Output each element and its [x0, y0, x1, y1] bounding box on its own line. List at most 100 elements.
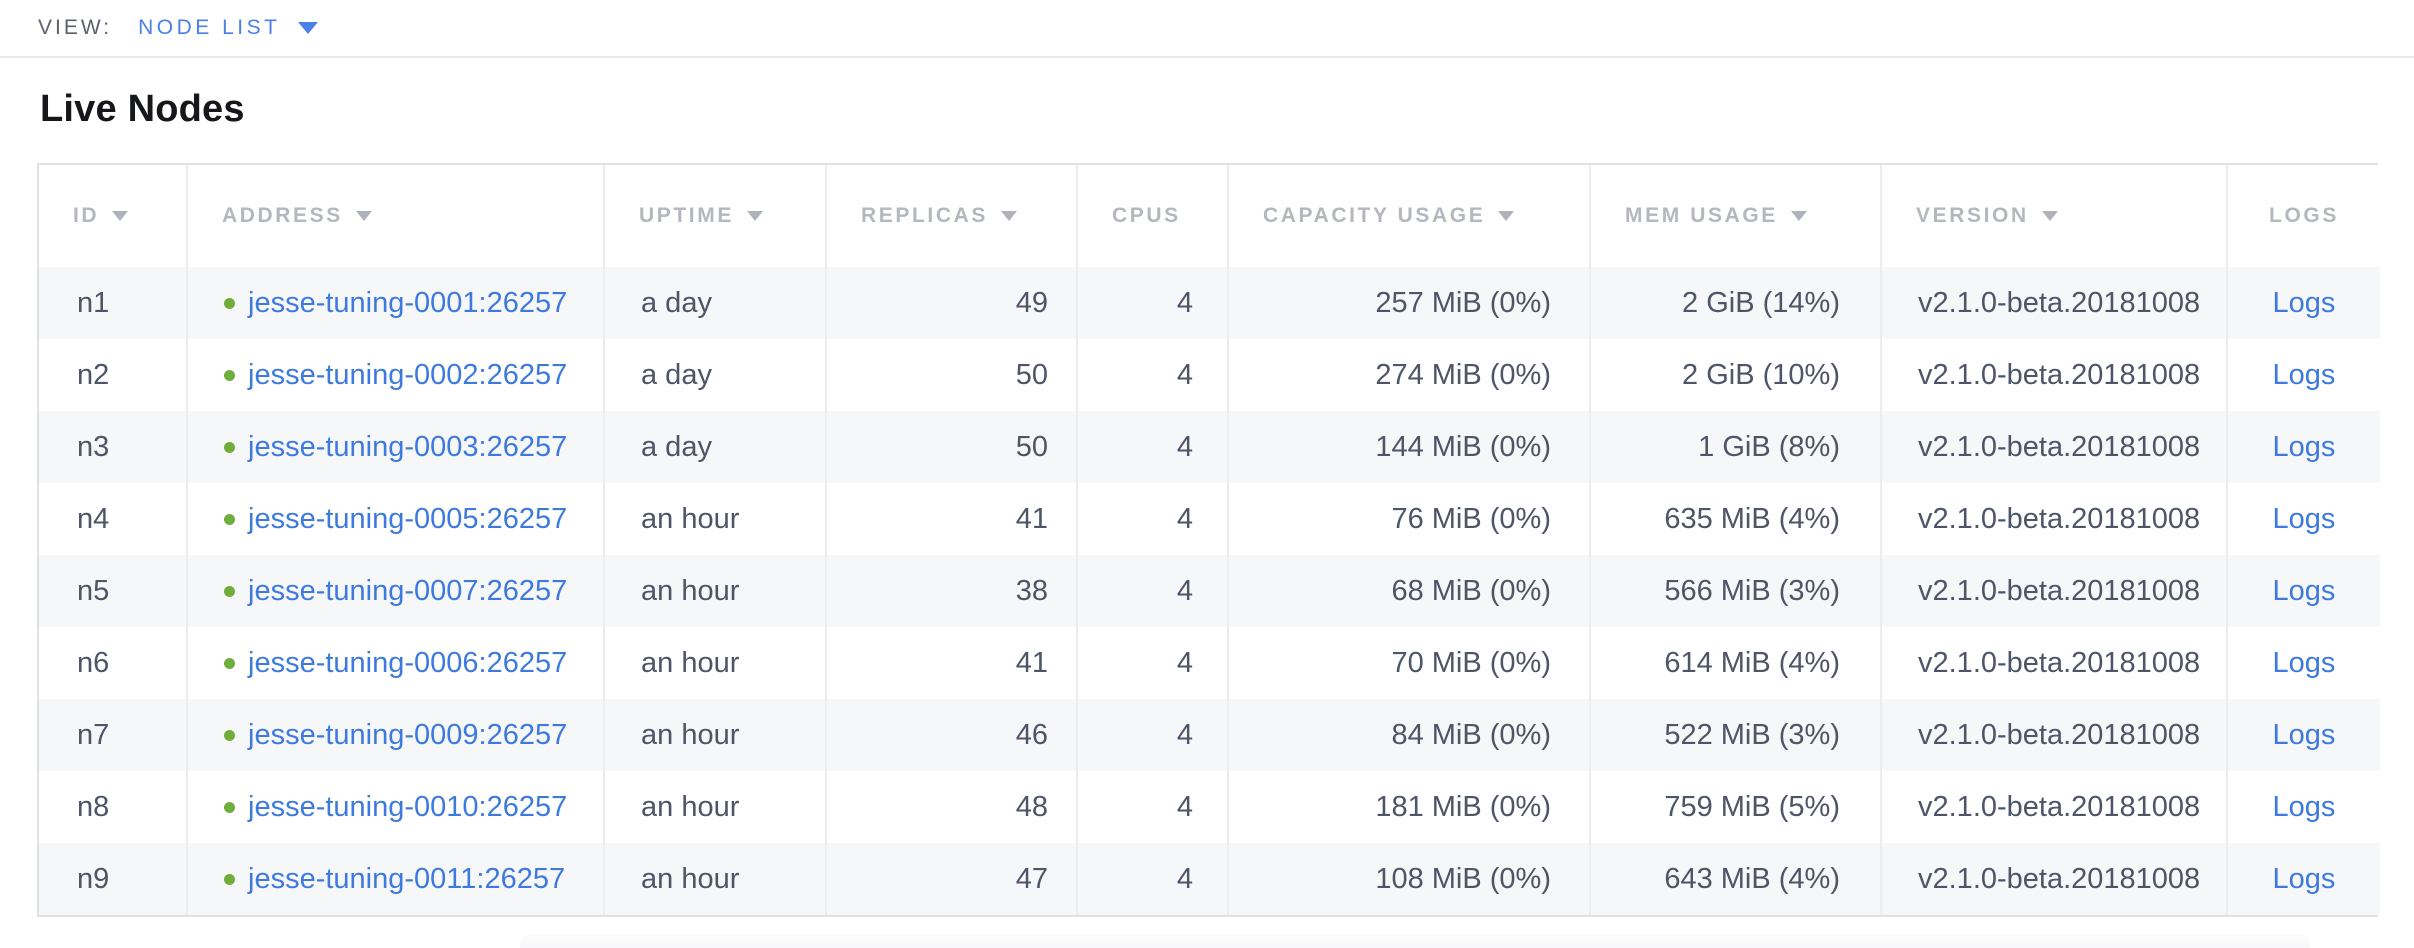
- version-cell: v2.1.0-beta.20181008: [1880, 411, 2226, 483]
- node-healthy-icon: [224, 585, 235, 597]
- column-header-id[interactable]: ID: [39, 165, 186, 267]
- version-cell: v2.1.0-beta.20181008: [1880, 699, 2226, 771]
- node-address-link[interactable]: jesse-tuning-0010:26257: [248, 790, 568, 823]
- replicas-cell: 48: [825, 771, 1076, 843]
- sort-desc-icon: [1498, 211, 1515, 221]
- node-healthy-icon: [224, 513, 235, 525]
- cpus-cell: 4: [1076, 483, 1227, 555]
- sort-desc-icon: [1000, 211, 1017, 221]
- replicas-cell: 50: [825, 411, 1076, 483]
- node-healthy-icon: [224, 657, 235, 669]
- mem_usage-cell: 566 MiB (3%): [1589, 555, 1880, 627]
- address-cell: jesse-tuning-0010:26257: [186, 771, 603, 843]
- address-cell: jesse-tuning-0005:26257: [186, 483, 603, 555]
- column-header-replicas[interactable]: REPLICAS: [825, 165, 1076, 267]
- sort-desc-icon: [746, 211, 763, 221]
- replicas-cell: 41: [825, 483, 1076, 555]
- node-address-link[interactable]: jesse-tuning-0007:26257: [248, 574, 568, 607]
- id-cell: n9: [39, 843, 186, 915]
- column-header-capacity_usage[interactable]: CAPACITY USAGE: [1227, 165, 1589, 267]
- id-cell: n6: [39, 627, 186, 699]
- id-cell: n1: [39, 267, 186, 339]
- node-address-link[interactable]: jesse-tuning-0005:26257: [248, 502, 568, 535]
- uptime-cell: a day: [603, 267, 825, 339]
- version-cell: v2.1.0-beta.20181008: [1880, 843, 2226, 915]
- id-cell: n3: [39, 411, 186, 483]
- cpus-cell: 4: [1076, 411, 1227, 483]
- node-logs-link[interactable]: Logs: [2272, 430, 2336, 463]
- capacity_usage-cell: 257 MiB (0%): [1227, 267, 1589, 339]
- address-cell: jesse-tuning-0011:26257: [186, 843, 603, 915]
- column-header-address[interactable]: ADDRESS: [186, 165, 603, 267]
- table-row: n5 jesse-tuning-0007:26257 an hour 38 4 68 Mi…: [39, 555, 2380, 627]
- node-logs-link[interactable]: Logs: [2272, 862, 2336, 895]
- cpus-cell: 4: [1076, 339, 1227, 411]
- column-header-label: CPUS: [1112, 204, 1181, 227]
- table-row: n7 jesse-tuning-0009:26257 an hour 46 4 84 Mi…: [39, 699, 2380, 771]
- address-cell: jesse-tuning-0007:26257: [186, 555, 603, 627]
- node-logs-link[interactable]: Logs: [2272, 718, 2336, 751]
- next-section-shadow: [520, 934, 2310, 948]
- sort-desc-icon: [355, 211, 372, 221]
- capacity_usage-cell: 68 MiB (0%): [1227, 555, 1589, 627]
- capacity_usage-cell: 70 MiB (0%): [1227, 627, 1589, 699]
- table-row: n2 jesse-tuning-0002:26257 a day 50 4 274 MiB…: [39, 339, 2380, 411]
- column-header-mem_usage[interactable]: MEM USAGE: [1589, 165, 1880, 267]
- column-header-uptime[interactable]: UPTIME: [603, 165, 825, 267]
- page-title: Live Nodes: [40, 88, 245, 130]
- column-header-logs: LOGS: [2226, 165, 2380, 267]
- view-dropdown[interactable]: NODE LIST: [138, 16, 319, 40]
- mem_usage-cell: 2 GiB (10%): [1589, 339, 1880, 411]
- logs-cell: Logs: [2226, 627, 2380, 699]
- node-address-link[interactable]: jesse-tuning-0006:26257: [248, 646, 568, 679]
- node-address-link[interactable]: jesse-tuning-0003:26257: [248, 430, 568, 463]
- node-address-link[interactable]: jesse-tuning-0002:26257: [248, 358, 568, 391]
- mem_usage-cell: 614 MiB (4%): [1589, 627, 1880, 699]
- uptime-cell: an hour: [603, 555, 825, 627]
- id-cell: n7: [39, 699, 186, 771]
- mem_usage-cell: 1 GiB (8%): [1589, 411, 1880, 483]
- mem_usage-cell: 522 MiB (3%): [1589, 699, 1880, 771]
- node-address-link[interactable]: jesse-tuning-0001:26257: [248, 286, 568, 319]
- column-header-label: MEM USAGE: [1625, 204, 1778, 227]
- node-logs-link[interactable]: Logs: [2272, 358, 2336, 391]
- replicas-cell: 47: [825, 843, 1076, 915]
- uptime-cell: an hour: [603, 483, 825, 555]
- node-logs-link[interactable]: Logs: [2272, 286, 2336, 319]
- chevron-down-icon: [298, 22, 319, 34]
- column-header-label: LOGS: [2269, 204, 2339, 227]
- address-cell: jesse-tuning-0001:26257: [186, 267, 603, 339]
- column-header-label: REPLICAS: [861, 204, 988, 227]
- capacity_usage-cell: 76 MiB (0%): [1227, 483, 1589, 555]
- uptime-cell: an hour: [603, 627, 825, 699]
- table-header-row: ID ADDRESS UPTIME REPLICAS CPUS CAPACITY USAG…: [39, 165, 2380, 267]
- logs-cell: Logs: [2226, 483, 2380, 555]
- capacity_usage-cell: 274 MiB (0%): [1227, 339, 1589, 411]
- mem_usage-cell: 635 MiB (4%): [1589, 483, 1880, 555]
- capacity_usage-cell: 144 MiB (0%): [1227, 411, 1589, 483]
- node-logs-link[interactable]: Logs: [2272, 790, 2336, 823]
- view-label: VIEW:: [38, 16, 113, 39]
- node-logs-link[interactable]: Logs: [2272, 502, 2336, 535]
- column-header-label: UPTIME: [639, 204, 734, 227]
- version-cell: v2.1.0-beta.20181008: [1880, 339, 2226, 411]
- node-address-link[interactable]: jesse-tuning-0011:26257: [248, 862, 566, 895]
- id-cell: n2: [39, 339, 186, 411]
- table-row: n9 jesse-tuning-0011:26257 an hour 47 4 108 M…: [39, 843, 2380, 915]
- replicas-cell: 49: [825, 267, 1076, 339]
- version-cell: v2.1.0-beta.20181008: [1880, 483, 2226, 555]
- replicas-cell: 38: [825, 555, 1076, 627]
- mem_usage-cell: 643 MiB (4%): [1589, 843, 1880, 915]
- node-logs-link[interactable]: Logs: [2272, 646, 2336, 679]
- logs-cell: Logs: [2226, 843, 2380, 915]
- id-cell: n8: [39, 771, 186, 843]
- node-logs-link[interactable]: Logs: [2272, 574, 2336, 607]
- version-cell: v2.1.0-beta.20181008: [1880, 627, 2226, 699]
- column-header-label: ADDRESS: [222, 204, 343, 227]
- cpus-cell: 4: [1076, 627, 1227, 699]
- column-header-version[interactable]: VERSION: [1880, 165, 2226, 267]
- address-cell: jesse-tuning-0002:26257: [186, 339, 603, 411]
- sort-desc-icon: [1790, 211, 1807, 221]
- capacity_usage-cell: 108 MiB (0%): [1227, 843, 1589, 915]
- node-address-link[interactable]: jesse-tuning-0009:26257: [248, 718, 568, 751]
